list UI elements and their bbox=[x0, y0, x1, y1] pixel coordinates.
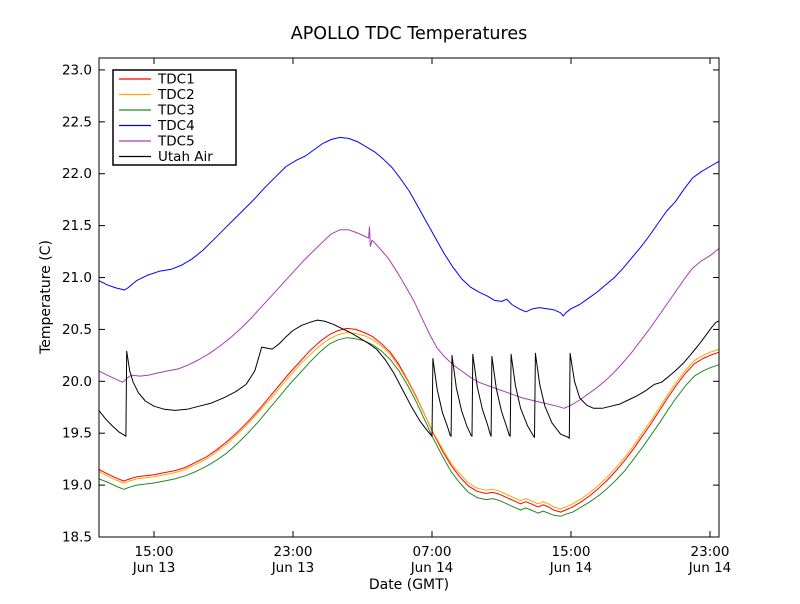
x-axis-label: Date (GMT) bbox=[369, 577, 449, 593]
y-axis-label: Temperature (C) bbox=[38, 240, 54, 355]
x-tick-label: 15:00 bbox=[135, 544, 174, 560]
legend-entry: Utah Air bbox=[119, 149, 213, 165]
series-line-tdc1 bbox=[98, 327, 720, 513]
series-line-tdc2 bbox=[98, 332, 720, 510]
y-tick-label: 21.0 bbox=[62, 270, 92, 286]
legend-box bbox=[112, 69, 237, 166]
y-tick-label: 23.0 bbox=[62, 62, 92, 78]
y-tick-label: 21.5 bbox=[62, 218, 92, 234]
series-line-tdc3 bbox=[98, 337, 720, 517]
x-tick-label: 07:00 bbox=[413, 544, 452, 560]
axis-ticks: 18.5 19.0 19.5 20.0 20.5 21.0 21.5 22.0 22.5 23.0… bbox=[62, 58, 731, 576]
x-tick-label: 23:00 bbox=[691, 544, 730, 560]
x-tick-label: 15:00 bbox=[552, 544, 591, 560]
legend-label-utah-air: Utah Air bbox=[158, 149, 213, 165]
legend-entry: TDC1 bbox=[119, 72, 195, 88]
legend-label-tdc5: TDC5 bbox=[157, 134, 195, 150]
y-tick-label: 18.5 bbox=[62, 530, 92, 546]
x-tick-label: Jun 13 bbox=[132, 560, 176, 576]
x-tick-label: Jun 14 bbox=[410, 560, 454, 576]
x-tick-label: Jun 14 bbox=[688, 560, 732, 576]
legend-entry: TDC3 bbox=[119, 103, 195, 119]
series-line-tdc4 bbox=[98, 136, 720, 317]
chart-title: APOLLO TDC Temperatures bbox=[291, 24, 527, 44]
x-tick-label: 23:00 bbox=[274, 544, 313, 560]
y-tick-label: 22.5 bbox=[62, 114, 92, 130]
x-tick-label: Jun 14 bbox=[549, 560, 593, 576]
series-line-utah-air bbox=[98, 319, 720, 439]
y-tick-label: 20.0 bbox=[62, 374, 92, 390]
plot-area bbox=[98, 57, 720, 538]
y-tick-label: 19.5 bbox=[62, 426, 92, 442]
legend-label-tdc1: TDC1 bbox=[157, 72, 195, 88]
y-tick-label: 22.0 bbox=[62, 166, 92, 182]
legend-entry: TDC2 bbox=[119, 87, 195, 103]
legend-label-tdc3: TDC3 bbox=[157, 103, 195, 119]
legend-label-tdc4: TDC4 bbox=[157, 118, 195, 134]
series-line-tdc5 bbox=[98, 226, 720, 409]
y-tick-label: 20.5 bbox=[62, 322, 92, 338]
x-tick-label: Jun 13 bbox=[271, 560, 315, 576]
series-lines bbox=[98, 136, 720, 517]
legend-entry: TDC4 bbox=[119, 118, 195, 134]
legend-entry: TDC5 bbox=[119, 134, 195, 150]
y-tick-label: 19.0 bbox=[62, 478, 92, 494]
legend-label-tdc2: TDC2 bbox=[157, 87, 195, 103]
